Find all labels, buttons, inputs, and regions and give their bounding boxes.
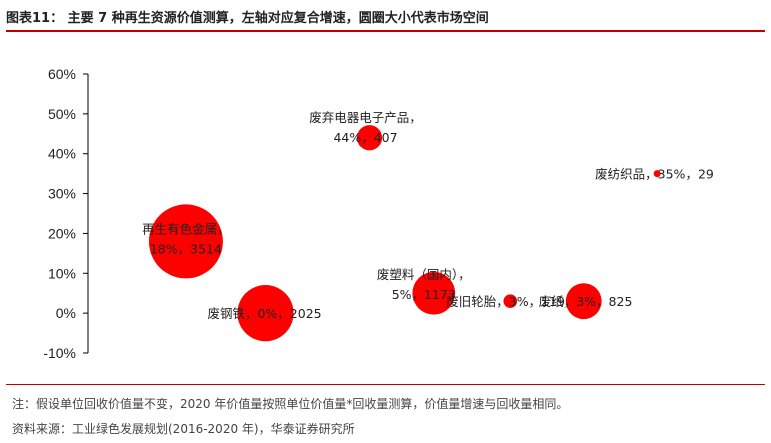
bubble-label: 废纸，3%，825 [539, 294, 633, 309]
bubble-labels: 再生有色金属， 18%，3514 废钢铁，0%，2025 废弃电器电子产品， 44%，4… [142, 110, 714, 321]
y-tick-label: 60% [48, 66, 76, 82]
y-tick-label: -10% [43, 345, 76, 361]
bubble-废弃电器电子产品 [356, 125, 383, 151]
bubble-value-label: 18%，3514 [150, 241, 222, 256]
bubble-废纺织品 [653, 170, 661, 178]
bubble-value-label: 44%，407 [333, 130, 397, 145]
bubble-label: 废弃电器电子产品， [309, 110, 422, 125]
y-tick-label: 50% [48, 106, 76, 122]
y-tick-label: 40% [48, 146, 76, 162]
bubble-再生有色金属 [148, 204, 223, 279]
footer-divider [6, 384, 765, 385]
bubble-value-label: 5%，1173 [392, 287, 456, 302]
bubble-废纸 [565, 283, 602, 320]
chart-title: 图表11： 主要 7 种再生资源价值测算，左轴对应复合增速，圆圈大小代表市场空间 [6, 11, 489, 26]
footnote: 注：假设单位回收价值量不变，2020 年价值量按照单位价值量*回收量测算，价值量… [12, 397, 569, 411]
y-tick-label: 30% [48, 186, 76, 202]
title-bar: 图表11： 主要 7 种再生资源价值测算，左轴对应复合增速，圆圈大小代表市场空间 [6, 4, 765, 32]
y-axis: 60% 50% 40% 30% 20% 10% 0% -10% [43, 66, 89, 361]
y-tick-label: 10% [48, 265, 76, 281]
bubble-废旧轮胎 [503, 294, 518, 308]
bubble-label: 废钢铁，0%，2025 [207, 306, 321, 321]
bubble-label: 废旧轮胎，3%，119 [446, 294, 565, 309]
bubbles [148, 125, 661, 342]
bubble-废塑料（国内） [412, 271, 456, 315]
y-tick-label: 0% [56, 305, 76, 321]
bubble-chart: 60% 50% 40% 30% 20% 10% 0% -10% 再生有色金属， 18%，3514… [43, 66, 714, 361]
bubble-废钢铁 [237, 285, 294, 342]
bubble-label: 废塑料（国内）， [377, 267, 471, 282]
y-tick-label: 20% [48, 225, 76, 241]
bubble-label: 再生有色金属， [142, 221, 230, 236]
bubble-label: 废纺织品，35%，29 [595, 167, 714, 182]
source-note: 资料来源：工业绿色发展规划(2016-2020 年)，华泰证券研究所 [12, 422, 355, 436]
